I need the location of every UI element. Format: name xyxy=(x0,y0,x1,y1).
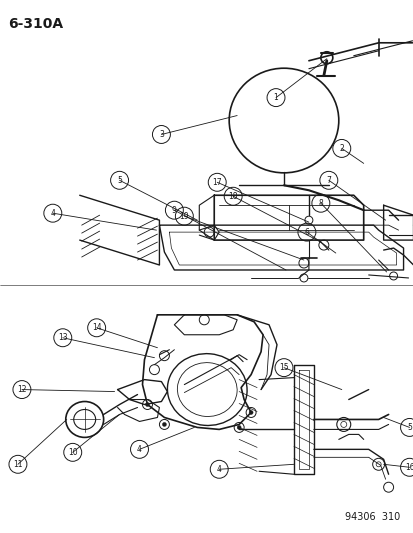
Text: 4: 4 xyxy=(50,209,55,217)
Text: 13: 13 xyxy=(58,333,67,342)
Text: 19: 19 xyxy=(179,212,189,221)
Text: 5: 5 xyxy=(117,176,122,185)
Text: 6: 6 xyxy=(304,228,309,237)
Text: 11: 11 xyxy=(13,460,23,469)
Text: 15: 15 xyxy=(278,363,288,372)
Circle shape xyxy=(249,410,252,415)
Text: 4: 4 xyxy=(137,445,142,454)
Text: 2: 2 xyxy=(339,144,343,153)
Circle shape xyxy=(145,402,149,407)
Text: 14: 14 xyxy=(92,324,101,332)
Text: 3: 3 xyxy=(159,130,164,139)
Text: 1: 1 xyxy=(273,93,278,102)
Text: 8: 8 xyxy=(318,199,323,208)
Text: 94306  310: 94306 310 xyxy=(344,512,400,522)
Text: 10: 10 xyxy=(68,448,77,457)
Text: 16: 16 xyxy=(404,463,413,472)
Text: 5: 5 xyxy=(406,423,411,432)
Circle shape xyxy=(237,425,240,430)
Text: 4: 4 xyxy=(216,465,221,474)
Text: 9: 9 xyxy=(171,206,176,215)
Text: 7: 7 xyxy=(325,176,330,185)
Text: 18: 18 xyxy=(228,192,237,201)
Text: 17: 17 xyxy=(212,178,221,187)
Circle shape xyxy=(162,423,166,426)
Text: 6-310A: 6-310A xyxy=(8,17,63,31)
Text: 12: 12 xyxy=(17,385,26,394)
